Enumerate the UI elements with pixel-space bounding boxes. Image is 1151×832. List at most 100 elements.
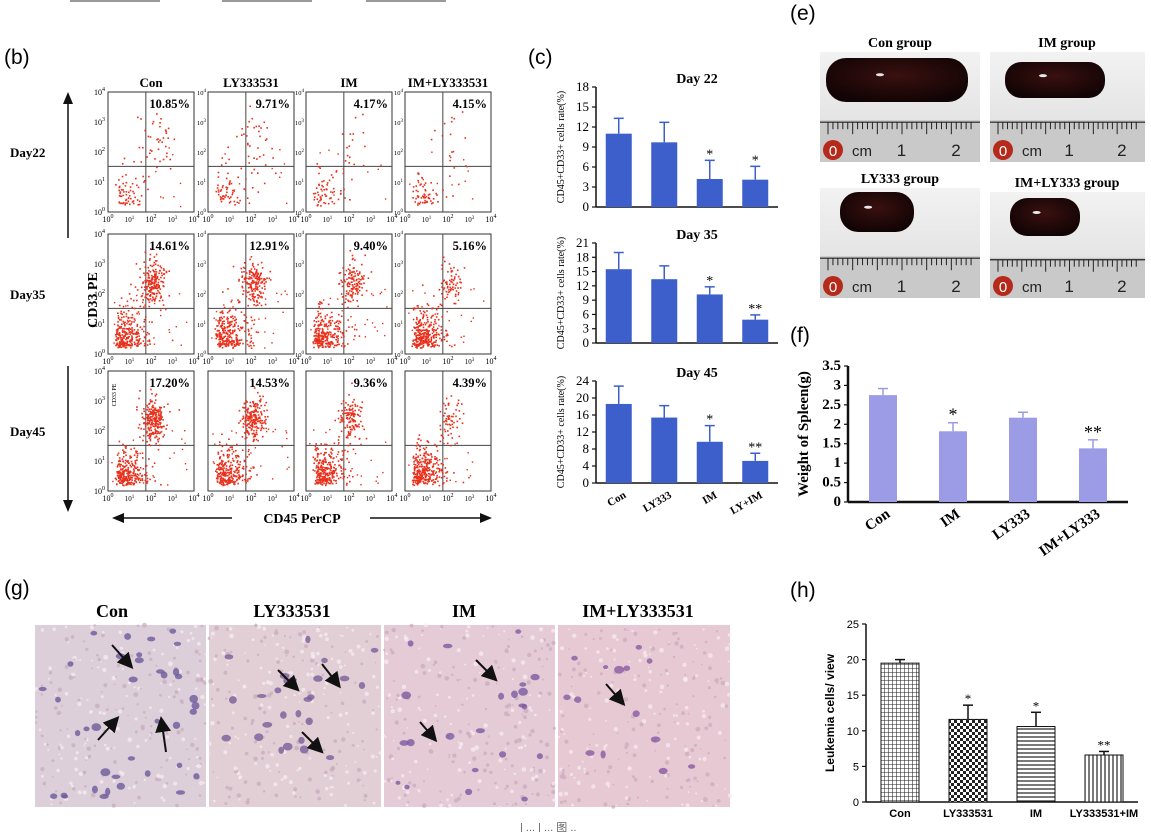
flow-dot [341, 332, 344, 335]
flow-dot [217, 467, 219, 470]
flow-dot [436, 182, 438, 185]
flow-dot [137, 427, 140, 429]
flow-dot [353, 428, 356, 431]
flow-dot [232, 265, 235, 268]
flow-dot [420, 330, 423, 332]
tissue-speck [259, 745, 263, 748]
flow-dot [417, 455, 419, 457]
flow-dot [417, 463, 420, 466]
flow-dot [437, 201, 439, 203]
flow-dot [225, 472, 228, 474]
flow-x-tick: 103 [168, 358, 178, 366]
flow-dot [356, 270, 358, 272]
flow-dot [126, 472, 128, 475]
tissue-speck [102, 667, 107, 673]
flow-dot [332, 191, 334, 194]
bar [1079, 448, 1107, 502]
flow-dot [235, 321, 237, 324]
flow-dot [153, 420, 156, 422]
flow-dot [424, 338, 426, 340]
flow-x-tick: 100 [400, 356, 411, 366]
flow-dot [145, 293, 147, 296]
flow-dot [353, 270, 355, 273]
flow-dot [467, 170, 469, 172]
flow-dot [250, 284, 252, 287]
flow-dot [152, 422, 155, 425]
flow-dot [354, 292, 357, 295]
flow-dot [219, 479, 222, 481]
flow-dot [135, 452, 137, 454]
flow-dot [220, 481, 223, 484]
flow-dot [121, 342, 124, 345]
cell-nucleus [91, 723, 102, 731]
flow-dot [422, 344, 425, 347]
flow-dot [416, 475, 418, 477]
flow-dot [454, 287, 457, 289]
flow-dot [228, 466, 231, 468]
cell-nucleus [175, 790, 186, 795]
flow-dot [417, 190, 419, 193]
flow-dot [238, 339, 240, 342]
flow-x-tick: 102 [146, 214, 157, 224]
flow-dot [123, 311, 125, 314]
flow-x-tick: 103 [268, 495, 278, 503]
flow-dot [427, 336, 429, 339]
flow-dot [139, 436, 141, 438]
flow-dot [121, 342, 123, 344]
flow-dot [432, 472, 434, 475]
flow-dot [314, 334, 317, 337]
flow-dot [326, 473, 328, 476]
flow-dot [123, 331, 126, 334]
tissue-speck [40, 684, 44, 687]
flow-dot [456, 269, 459, 272]
tissue-speck [378, 751, 382, 755]
category-label: LY333 [641, 489, 674, 515]
flow-x-tick: 101 [422, 358, 432, 366]
flow-dot [347, 404, 349, 406]
flow-dot [171, 430, 174, 432]
flow-dot [217, 451, 219, 454]
flow-dot [126, 344, 128, 347]
flow-dot [137, 452, 139, 455]
flow-dot [246, 343, 249, 346]
flow-dot [256, 418, 259, 421]
flow-dot [345, 290, 348, 292]
flow-dot [260, 292, 262, 295]
flow-dot [434, 481, 436, 483]
flow-dot [157, 283, 160, 286]
flow-dot [354, 324, 356, 326]
flow-dot [424, 476, 427, 479]
flow-dot [219, 196, 222, 198]
flow-dot [357, 305, 359, 308]
tissue-speck [52, 776, 54, 778]
flow-dot [241, 479, 244, 482]
flow-dot [457, 287, 459, 289]
flow-dot [142, 340, 145, 342]
flow-dot [159, 125, 161, 128]
flow-dot [417, 179, 419, 182]
flow-dot [151, 274, 153, 277]
flow-dot [351, 284, 354, 286]
flow-dot [321, 476, 324, 478]
flow-dot [319, 152, 321, 154]
flow-dot [248, 415, 251, 418]
flow-dot [152, 120, 155, 123]
flow-x-tick: 101 [125, 216, 135, 224]
flow-dot [122, 443, 124, 446]
flow-dot [354, 259, 356, 261]
flow-dot [344, 449, 346, 452]
flow-dot [433, 470, 435, 472]
flow-dot [423, 322, 426, 324]
flow-dot [455, 273, 457, 276]
flow-dot [459, 278, 461, 281]
tissue-speck [79, 659, 82, 662]
flow-dot [156, 275, 159, 278]
flow-dot [313, 462, 315, 464]
flow-dot [250, 415, 253, 417]
tissue-speck [46, 743, 49, 746]
flow-dot [126, 483, 129, 486]
flow-dot [119, 472, 122, 474]
flow-dot [258, 302, 261, 304]
flow-dot [271, 478, 274, 480]
